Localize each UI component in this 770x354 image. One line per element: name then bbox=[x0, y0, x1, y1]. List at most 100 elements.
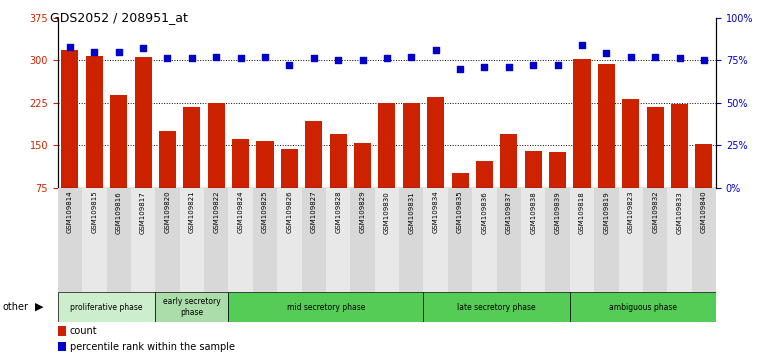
Text: GSM109826: GSM109826 bbox=[286, 191, 293, 233]
Point bbox=[673, 56, 685, 61]
Bar bbox=[135, 57, 152, 230]
Bar bbox=[695, 144, 712, 230]
Bar bbox=[497, 188, 521, 292]
Text: GSM109835: GSM109835 bbox=[457, 191, 463, 233]
Bar bbox=[256, 141, 273, 230]
Point bbox=[357, 57, 369, 63]
Point bbox=[624, 54, 637, 59]
Bar bbox=[253, 188, 277, 292]
Text: GSM109815: GSM109815 bbox=[92, 191, 97, 233]
Bar bbox=[58, 188, 82, 292]
Text: GSM109820: GSM109820 bbox=[165, 191, 170, 233]
Bar bbox=[156, 188, 179, 292]
Bar bbox=[85, 56, 103, 230]
Point bbox=[259, 54, 271, 59]
Text: GSM109821: GSM109821 bbox=[189, 191, 195, 233]
Bar bbox=[424, 292, 570, 322]
Bar bbox=[448, 188, 472, 292]
Bar bbox=[131, 188, 156, 292]
Bar bbox=[399, 188, 424, 292]
Point bbox=[234, 56, 246, 61]
Text: GSM109832: GSM109832 bbox=[652, 191, 658, 233]
Bar bbox=[622, 99, 639, 230]
Point bbox=[551, 62, 564, 68]
Point bbox=[307, 56, 320, 61]
Bar bbox=[598, 64, 615, 230]
Bar bbox=[58, 342, 65, 352]
Text: GSM109837: GSM109837 bbox=[506, 191, 512, 234]
Point bbox=[405, 54, 417, 59]
Point bbox=[161, 56, 173, 61]
Text: GSM109828: GSM109828 bbox=[335, 191, 341, 233]
Bar bbox=[204, 188, 229, 292]
Point bbox=[649, 54, 661, 59]
Point bbox=[210, 54, 223, 59]
Text: GSM109829: GSM109829 bbox=[360, 191, 366, 233]
Bar bbox=[545, 188, 570, 292]
Text: count: count bbox=[69, 326, 97, 336]
Text: GSM109830: GSM109830 bbox=[384, 191, 390, 234]
Bar bbox=[427, 97, 444, 230]
Bar bbox=[277, 188, 302, 292]
Text: GSM109817: GSM109817 bbox=[140, 191, 146, 234]
Text: ▶: ▶ bbox=[35, 302, 43, 312]
Bar bbox=[378, 103, 396, 230]
Bar bbox=[643, 188, 668, 292]
Bar bbox=[281, 149, 298, 230]
Bar bbox=[58, 292, 156, 322]
Bar bbox=[326, 188, 350, 292]
Bar bbox=[451, 173, 469, 230]
Bar bbox=[110, 95, 127, 230]
Point bbox=[430, 47, 442, 53]
Bar bbox=[647, 107, 664, 230]
Bar bbox=[229, 188, 253, 292]
Point bbox=[503, 64, 515, 70]
Text: GDS2052 / 208951_at: GDS2052 / 208951_at bbox=[50, 11, 188, 24]
Point bbox=[186, 56, 198, 61]
Bar bbox=[524, 151, 542, 230]
Text: GSM109840: GSM109840 bbox=[701, 191, 707, 233]
Point bbox=[576, 42, 588, 48]
Point bbox=[332, 57, 344, 63]
Point bbox=[88, 49, 100, 55]
Bar bbox=[424, 188, 448, 292]
Bar bbox=[403, 103, 420, 230]
Bar bbox=[691, 188, 716, 292]
Bar bbox=[671, 104, 688, 230]
Bar bbox=[82, 188, 106, 292]
Bar bbox=[229, 292, 424, 322]
Text: GSM109834: GSM109834 bbox=[433, 191, 439, 233]
Bar bbox=[472, 188, 497, 292]
Point bbox=[137, 45, 149, 51]
Point bbox=[380, 56, 393, 61]
Text: GSM109839: GSM109839 bbox=[554, 191, 561, 234]
Text: GSM109823: GSM109823 bbox=[628, 191, 634, 233]
Bar bbox=[521, 188, 545, 292]
Text: late secretory phase: late secretory phase bbox=[457, 303, 536, 312]
Bar bbox=[302, 188, 326, 292]
Bar bbox=[159, 131, 176, 230]
Text: GSM109818: GSM109818 bbox=[579, 191, 585, 234]
Bar bbox=[375, 188, 399, 292]
Point bbox=[454, 66, 466, 72]
Text: other: other bbox=[2, 302, 28, 312]
Bar bbox=[476, 161, 493, 230]
Text: percentile rank within the sample: percentile rank within the sample bbox=[69, 342, 235, 352]
Text: GSM109819: GSM109819 bbox=[604, 191, 609, 234]
Text: GSM109825: GSM109825 bbox=[262, 191, 268, 233]
Bar bbox=[500, 134, 517, 230]
Text: GSM109838: GSM109838 bbox=[531, 191, 536, 234]
Bar bbox=[232, 139, 249, 230]
Bar bbox=[618, 188, 643, 292]
Text: GSM109822: GSM109822 bbox=[213, 191, 219, 233]
Text: mid secretory phase: mid secretory phase bbox=[286, 303, 365, 312]
Point bbox=[64, 44, 76, 50]
Text: ambiguous phase: ambiguous phase bbox=[609, 303, 677, 312]
Bar bbox=[179, 188, 204, 292]
Text: GSM109824: GSM109824 bbox=[238, 191, 243, 233]
Text: GSM109814: GSM109814 bbox=[67, 191, 73, 233]
Text: proliferative phase: proliferative phase bbox=[70, 303, 142, 312]
Bar bbox=[208, 103, 225, 230]
Bar bbox=[354, 143, 371, 230]
Bar bbox=[350, 188, 375, 292]
